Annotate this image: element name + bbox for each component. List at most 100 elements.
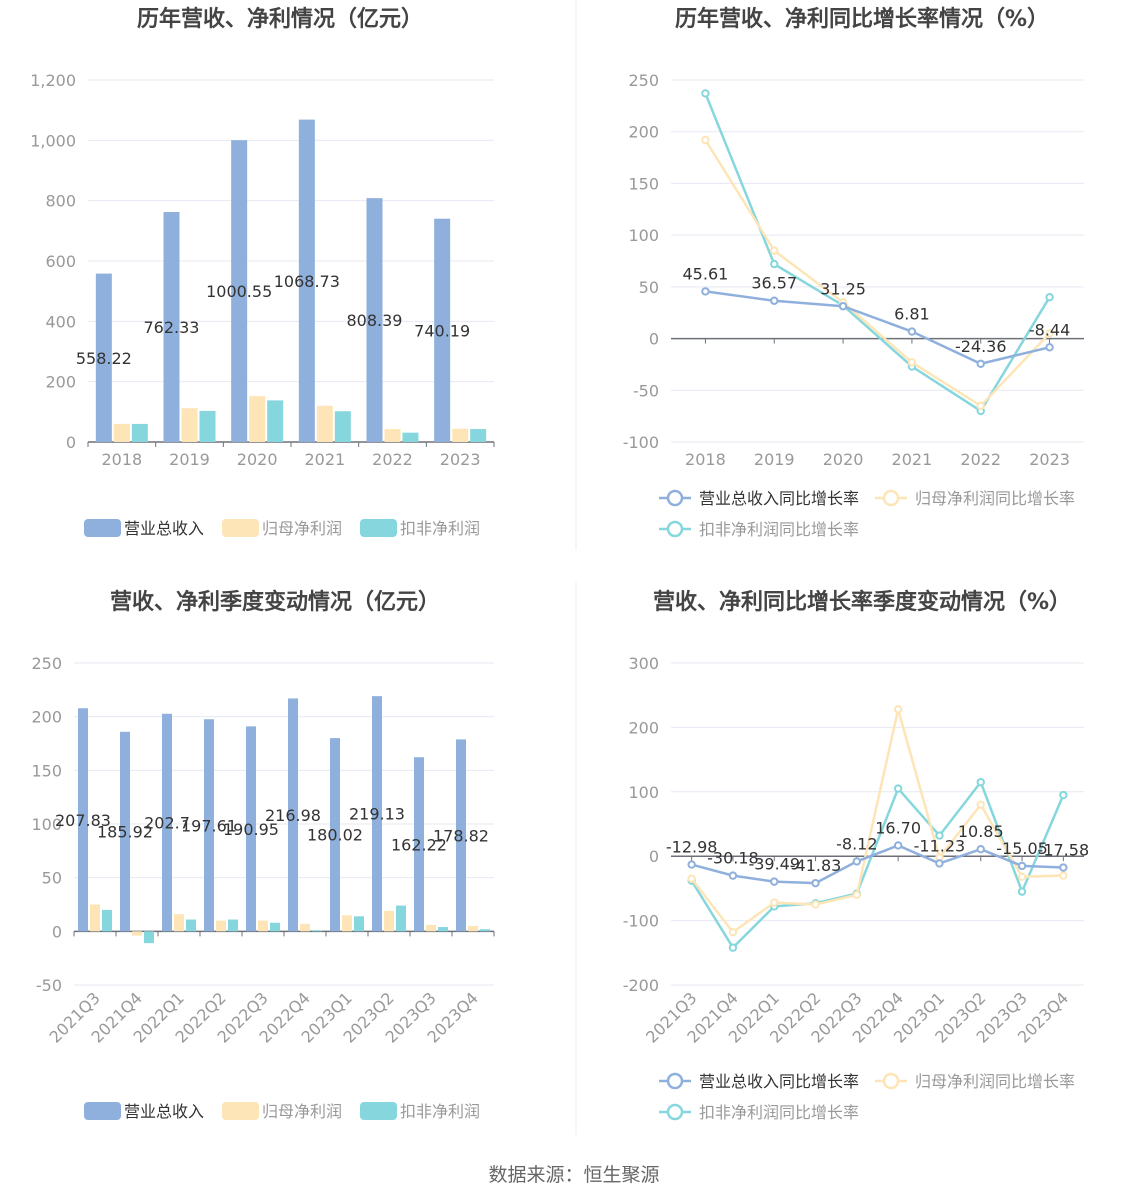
y-tick-label: 200 — [628, 123, 659, 142]
bar-3-2018 — [131, 423, 148, 442]
y-tick-label: 100 — [628, 226, 659, 245]
point-2-2023Q3 — [1017, 872, 1027, 882]
bar-2-2018 — [113, 423, 130, 442]
point-3-2019 — [770, 259, 779, 269]
bar-3-2019 — [199, 410, 216, 442]
bar-1-2023Q3 — [414, 757, 424, 932]
line-data-label: 36.57 — [751, 274, 797, 293]
bar-3-2022Q2 — [228, 919, 238, 932]
y-tick-label: -50 — [36, 976, 62, 995]
point-1-2022Q4 — [893, 841, 903, 850]
bar-1-2021 — [298, 119, 315, 442]
line-data-label: -12.98 — [666, 838, 718, 857]
legend-label: 扣非净利润同比增长率 — [699, 1103, 859, 1122]
bar-data-label: 190.95 — [223, 820, 279, 839]
point-2-2022Q4 — [893, 705, 903, 714]
legend-marker-2 — [882, 1072, 900, 1090]
legend-label: 扣非净利润同比增长率 — [699, 520, 859, 539]
bar-data-label: 207.83 — [55, 811, 111, 830]
legend: 营业总收入 归母净利润 扣非净利润 — [84, 1102, 480, 1121]
y-tick-label: -100 — [623, 912, 659, 931]
point-1-2021Q4 — [728, 871, 738, 880]
y-tick-label: 0 — [52, 922, 62, 941]
point-1-2023Q2 — [976, 845, 985, 854]
series-line-2 — [704, 139, 1051, 408]
series-line-3 — [690, 779, 1065, 950]
legend-label: 扣非净利润 — [400, 519, 480, 538]
bar-2-2019 — [181, 408, 198, 442]
legend-swatch-2 — [222, 1102, 259, 1120]
bar-3-2022 — [402, 432, 419, 442]
line-data-label: -30.18 — [707, 849, 759, 868]
point-1-2023Q4 — [1059, 863, 1068, 872]
bar-2-2022 — [384, 429, 401, 442]
y-tick-label: 100 — [628, 783, 659, 802]
bar-3-2020 — [267, 400, 284, 442]
bar-2-2021Q4 — [132, 931, 142, 936]
x-tick-label: 2019 — [754, 450, 795, 469]
legend-marker-1 — [666, 1072, 684, 1090]
legend-label: 归母净利润同比增长率 — [915, 489, 1075, 508]
bar-3-2023Q4 — [480, 929, 490, 932]
bar-3-2023Q3 — [438, 927, 448, 932]
line-data-label: -41.83 — [790, 856, 842, 875]
legend-label: 营业总收入 — [124, 519, 204, 538]
x-tick-label: 2023 — [440, 450, 481, 469]
bar-data-label: 185.92 — [97, 823, 153, 842]
y-tick-label: 1,000 — [30, 131, 76, 150]
y-tick-label: 300 — [628, 654, 659, 673]
bar-2-2023 — [452, 428, 469, 442]
bar-3-2023Q2 — [396, 905, 406, 932]
legend-swatch-2 — [222, 519, 259, 537]
bar-data-label: 180.02 — [307, 826, 363, 845]
y-tick-label: 200 — [628, 718, 659, 737]
point-1-2020 — [838, 302, 848, 311]
bar-3-2023Q1 — [354, 916, 364, 932]
chart-title: 营收、净利同比增长率季度变动情况（%） — [653, 589, 1071, 615]
chart-title: 历年营收、净利情况（亿元） — [137, 6, 423, 32]
y-tick-label: 200 — [45, 373, 76, 392]
series-line-2 — [690, 709, 1064, 934]
bar-1-2022Q4 — [288, 698, 298, 932]
point-1-2022Q2 — [811, 878, 820, 888]
y-tick-label: 50 — [42, 869, 62, 888]
bar-2-2023Q2 — [384, 910, 394, 932]
chart-panel-3: 营收、净利季度变动情况（亿元）-500501001502002502021Q32… — [31, 589, 495, 1121]
bar-data-label: 808.39 — [347, 311, 403, 330]
y-tick-label: 250 — [628, 71, 659, 90]
bar-data-label: 178.82 — [433, 826, 489, 845]
point-2-2021Q3 — [687, 874, 696, 883]
line-data-label: 31.25 — [820, 279, 866, 298]
y-tick-label: 800 — [45, 192, 76, 211]
series-line-1 — [691, 844, 1064, 885]
point-1-2018 — [701, 287, 710, 296]
bar-1-2023 — [434, 218, 451, 442]
bar-2-2022Q4 — [300, 923, 310, 932]
x-tick-label: 2021 — [892, 450, 933, 469]
line-data-label: 16.70 — [875, 818, 921, 837]
bar-1-2022Q1 — [162, 713, 172, 932]
point-2-2022Q2 — [811, 900, 820, 909]
line-data-label: -17.58 — [1038, 841, 1090, 860]
point-1-2019 — [770, 296, 779, 305]
bar-1-2020 — [231, 140, 248, 442]
bar-1-2022Q3 — [246, 726, 256, 932]
point-2-2023 — [1045, 329, 1054, 338]
y-tick-label: 0 — [649, 330, 659, 349]
bar-1-2021Q4 — [120, 731, 130, 932]
legend-label: 营业总收入同比增长率 — [699, 489, 859, 508]
bar-2-2022Q1 — [174, 914, 184, 932]
bar-data-label: 558.22 — [76, 349, 132, 368]
bar-data-label: 219.13 — [349, 805, 405, 824]
point-3-2023 — [1045, 293, 1054, 302]
bar-data-label: 1000.55 — [206, 282, 272, 301]
point-3-2023Q4 — [1059, 790, 1068, 800]
x-tick-label: 2021 — [304, 450, 345, 469]
chart-title: 历年营收、净利同比增长率情况（%） — [675, 6, 1049, 32]
point-2-2023Q2 — [976, 800, 985, 809]
line-data-label: -11.23 — [914, 836, 966, 855]
legend-marker-3 — [666, 1103, 684, 1121]
line-data-label: -8.44 — [1029, 320, 1070, 339]
